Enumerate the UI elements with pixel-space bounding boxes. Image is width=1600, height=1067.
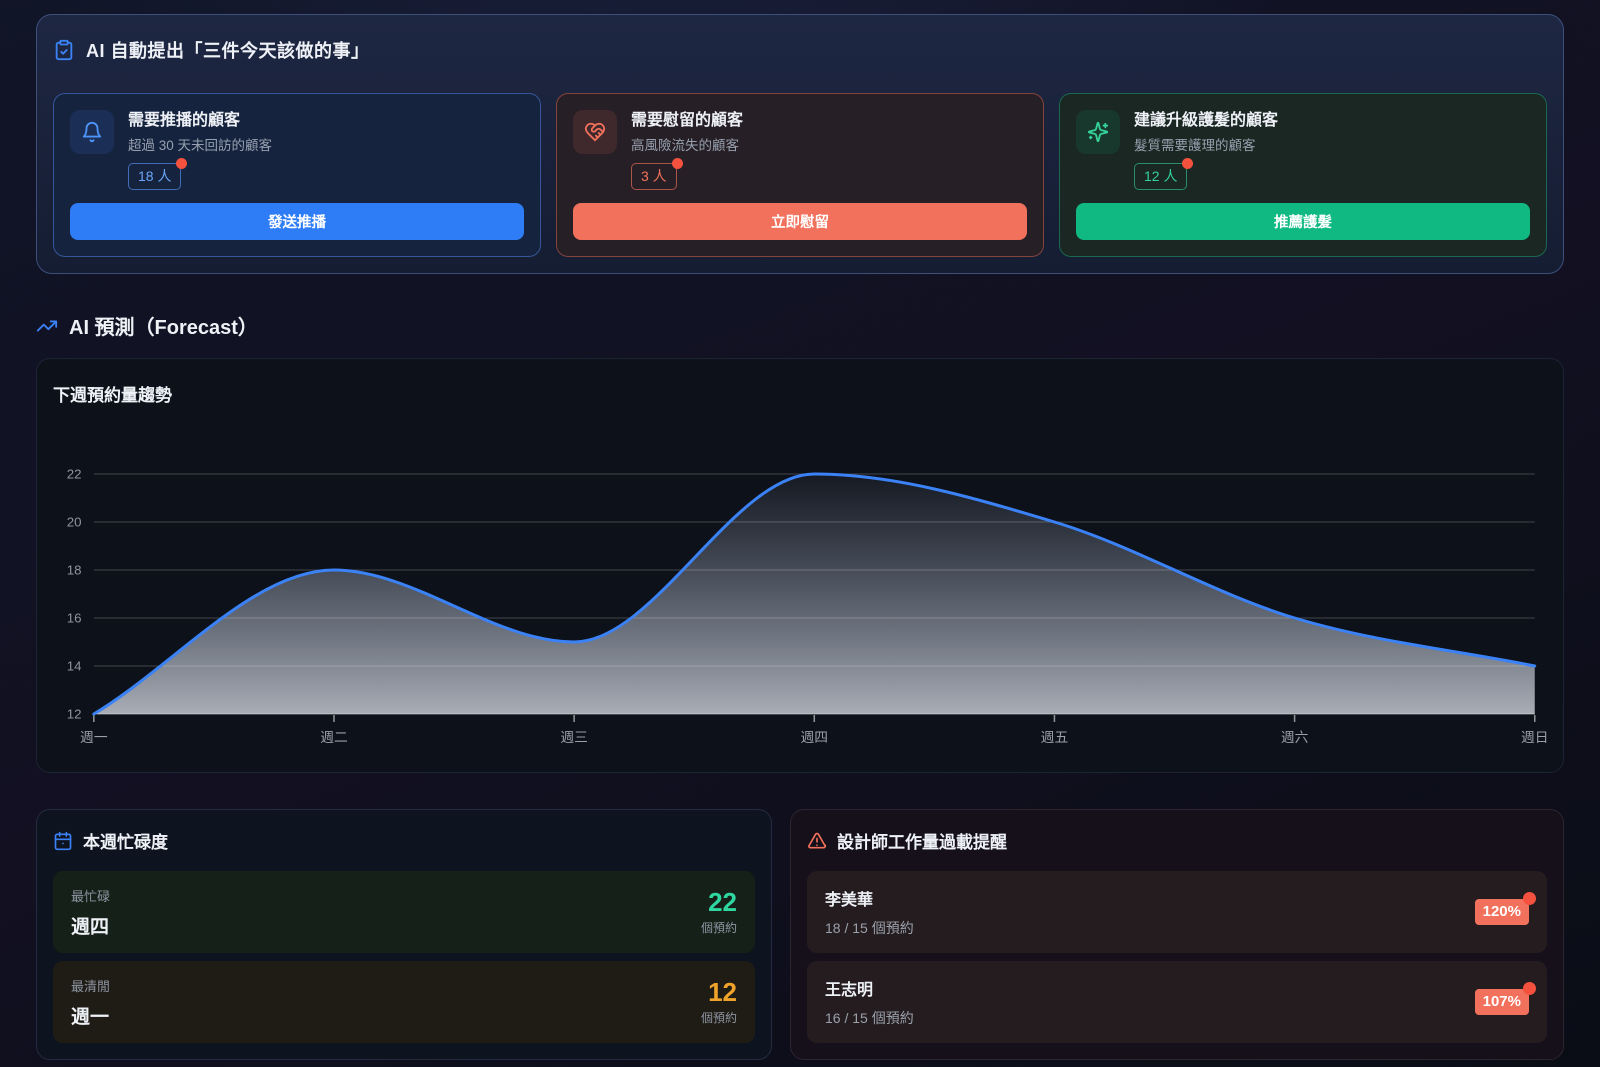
sparkles-icon bbox=[1076, 110, 1120, 154]
bell-icon bbox=[70, 110, 114, 154]
task-card-push-top: 需要推播的顧客 超過 30 天未回訪的顧客 18 人 bbox=[70, 110, 524, 190]
svg-text:週日: 週日 bbox=[1521, 730, 1547, 745]
svg-text:20: 20 bbox=[67, 515, 82, 530]
task-count-badge: 3 人 bbox=[631, 158, 683, 190]
svg-text:週二: 週二 bbox=[320, 730, 348, 745]
designer-overload-card: 設計師工作量過載提醒 李美華 18 / 15 個預約 120% 王志明 16 /… bbox=[790, 809, 1564, 1060]
stat-unit: 個預約 bbox=[700, 920, 737, 935]
svg-text:週一: 週一 bbox=[80, 730, 108, 745]
stat-day: 週四 bbox=[71, 916, 110, 938]
svg-text:週六: 週六 bbox=[1281, 730, 1309, 745]
forecast-chart-card: 下週預約量趨勢 12 14 16 18 20 22 週一 週二 週三 週四 週五 週六 週日 bbox=[36, 358, 1564, 773]
idlest-day-row: 最清閒 週一 12 個預約 bbox=[53, 961, 755, 1043]
retain-now-button[interactable]: 立即慰留 bbox=[573, 203, 1027, 240]
task-card-haircare-top: 建議升級護髮的顧客 髮質需要護理的顧客 12 人 bbox=[1076, 110, 1530, 190]
calendar-icon bbox=[53, 831, 73, 851]
task-card-haircare-texts: 建議升級護髮的顧客 髮質需要護理的顧客 12 人 bbox=[1134, 110, 1278, 190]
designer-name: 李美華 bbox=[825, 892, 874, 909]
task-card-push-texts: 需要推播的顧客 超過 30 天未回訪的顧客 18 人 bbox=[128, 110, 272, 190]
task-subtitle: 超過 30 天未回訪的顧客 bbox=[128, 138, 273, 153]
forecast-section-header: AI 預測（Forecast） bbox=[36, 311, 1564, 340]
bottom-row: 本週忙碌度 最忙碌 週四 22 個預約 最清閒 週一 12 個預約 bbox=[36, 809, 1564, 1060]
stat-label: 最清閒 bbox=[71, 978, 111, 994]
idlest-day-left: 最清閒 週一 bbox=[71, 976, 110, 1029]
ai-tasks-panel: AI 自動提出「三件今天該做的事」 需要推播的顧客 超過 30 天未回訪的顧客 … bbox=[36, 14, 1564, 274]
svg-text:週五: 週五 bbox=[1041, 730, 1069, 745]
alert-dot bbox=[1523, 982, 1536, 995]
ai-tasks-title: AI 自動提出「三件今天該做的事」 bbox=[86, 41, 370, 61]
chart-title: 下週預約量趨勢 bbox=[53, 386, 172, 405]
task-card-push: 需要推播的顧客 超過 30 天未回訪的顧客 18 人 發送推播 bbox=[53, 93, 541, 257]
busyness-title: 本週忙碌度 bbox=[83, 833, 168, 852]
svg-text:22: 22 bbox=[67, 467, 82, 482]
svg-text:12: 12 bbox=[67, 707, 82, 722]
task-card-retain-top: 需要慰留的顧客 高風險流失的顧客 3 人 bbox=[573, 110, 1027, 190]
svg-text:18: 18 bbox=[67, 563, 82, 578]
overload-title: 設計師工作量過載提醒 bbox=[837, 833, 1007, 852]
svg-text:14: 14 bbox=[67, 659, 82, 674]
busiest-day-row: 最忙碌 週四 22 個預約 bbox=[53, 871, 755, 953]
svg-text:16: 16 bbox=[67, 611, 82, 626]
send-push-button[interactable]: 發送推播 bbox=[70, 203, 524, 240]
designer-detail: 16 / 15 個預約 bbox=[825, 1010, 914, 1026]
task-card-haircare: 建議升級護髮的顧客 髮質需要護理的顧客 12 人 推薦護髮 bbox=[1059, 93, 1547, 257]
svg-text:週四: 週四 bbox=[801, 730, 829, 745]
designer-row-left: 王志明 16 / 15 個預約 bbox=[825, 976, 914, 1028]
designer-row: 王志明 16 / 15 個預約 107% bbox=[807, 961, 1547, 1043]
busiest-day-left: 最忙碌 週四 bbox=[71, 886, 110, 939]
designer-detail: 18 / 15 個預約 bbox=[825, 920, 914, 936]
task-count-badge: 12 人 bbox=[1134, 158, 1194, 190]
recommend-haircare-button[interactable]: 推薦護髮 bbox=[1076, 203, 1530, 240]
forecast-chart: 12 14 16 18 20 22 週一 週二 週三 週四 週五 週六 週日 bbox=[67, 467, 1547, 745]
alert-dot bbox=[176, 158, 188, 169]
task-card-retain-texts: 需要慰留的顧客 高風險流失的顧客 3 人 bbox=[631, 110, 743, 190]
designer-row: 李美華 18 / 15 個預約 120% bbox=[807, 871, 1547, 953]
task-title: 需要推播的顧客 bbox=[128, 112, 241, 129]
task-title: 需要慰留的顧客 bbox=[631, 112, 744, 129]
weekly-busyness-card: 本週忙碌度 最忙碌 週四 22 個預約 最清閒 週一 12 個預約 bbox=[36, 809, 772, 1060]
task-title: 建議升級護髮的顧客 bbox=[1134, 112, 1279, 129]
overload-percent-badge: 120% bbox=[1474, 892, 1536, 925]
task-subtitle: 髮質需要護理的顧客 bbox=[1134, 138, 1256, 153]
busyness-header: 本週忙碌度 bbox=[53, 828, 755, 853]
clipboard-check-icon bbox=[53, 39, 75, 61]
overload-header: 設計師工作量過載提醒 bbox=[807, 828, 1547, 853]
designer-row-left: 李美華 18 / 15 個預約 bbox=[825, 886, 914, 938]
alert-dot bbox=[1182, 158, 1194, 169]
alert-dot bbox=[1523, 892, 1536, 905]
alert-triangle-icon bbox=[807, 831, 827, 851]
stat-unit: 個預約 bbox=[700, 1010, 737, 1025]
heart-handshake-icon bbox=[573, 110, 617, 154]
task-count-badge: 18 人 bbox=[128, 158, 188, 190]
ai-task-cards: 需要推播的顧客 超過 30 天未回訪的顧客 18 人 發送推播 需要慰留的顧客 … bbox=[53, 93, 1547, 257]
stat-value: 12 bbox=[708, 976, 737, 1007]
trending-up-icon bbox=[36, 315, 58, 337]
overload-percent-badge: 107% bbox=[1474, 982, 1536, 1015]
task-subtitle: 高風險流失的顧客 bbox=[631, 138, 739, 153]
stat-day: 週一 bbox=[71, 1006, 110, 1028]
idlest-day-right: 12 個預約 bbox=[701, 979, 737, 1026]
forecast-section-title: AI 預測（Forecast） bbox=[69, 317, 258, 339]
chart-area: 12 14 16 18 20 22 週一 週二 週三 週四 週五 週六 週日 bbox=[53, 458, 1547, 758]
stat-label: 最忙碌 bbox=[71, 888, 111, 904]
task-card-retain: 需要慰留的顧客 高風險流失的顧客 3 人 立即慰留 bbox=[556, 93, 1044, 257]
svg-text:週三: 週三 bbox=[560, 730, 588, 745]
designer-name: 王志明 bbox=[825, 982, 874, 999]
stat-value: 22 bbox=[708, 886, 737, 917]
alert-dot bbox=[671, 158, 683, 169]
busiest-day-right: 22 個預約 bbox=[701, 889, 737, 936]
ai-tasks-header: AI 自動提出「三件今天該做的事」 bbox=[53, 37, 1547, 63]
